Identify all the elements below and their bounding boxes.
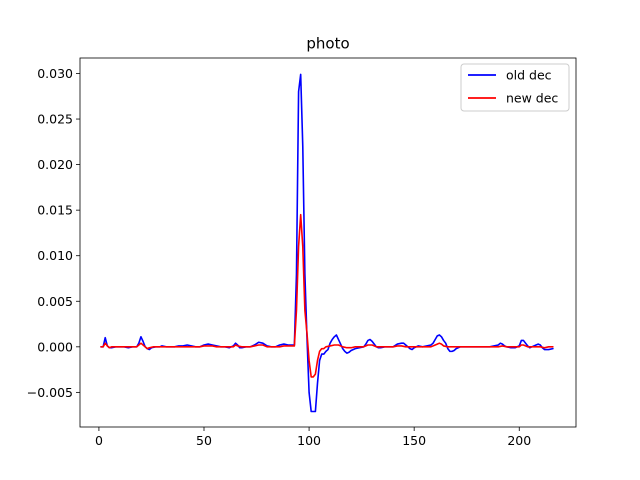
x-axis: 0 50 100 150 200 — [95, 427, 531, 448]
y-tick-label: 0.005 — [37, 294, 73, 309]
y-axis: −0.005 0.000 0.005 0.010 0.015 0.020 0.025 0.03… — [27, 66, 80, 400]
legend: old dec new dec — [460, 63, 570, 112]
y-tick-label: 0.030 — [37, 66, 73, 81]
series-line-new-dec — [100, 213, 554, 378]
x-tick-label: 100 — [297, 433, 321, 448]
plot-area — [80, 58, 576, 427]
legend-label-new-dec: new dec — [506, 91, 558, 106]
x-tick-label: 150 — [402, 433, 426, 448]
y-tick-label: 0.010 — [37, 248, 73, 263]
y-tick-label: 0.000 — [37, 339, 73, 354]
y-tick-label: 0.020 — [37, 157, 73, 172]
y-tick-label: 0.015 — [37, 203, 73, 218]
legend-label-old-dec: old dec — [506, 68, 552, 83]
y-tick-label: −0.005 — [27, 385, 73, 400]
series-layer — [100, 73, 554, 413]
plot-frame — [79, 57, 577, 428]
chart-title: photo — [306, 35, 349, 53]
x-tick-label: 200 — [507, 433, 531, 448]
y-tick-label: 0.025 — [37, 112, 73, 127]
x-tick-label: 0 — [95, 433, 103, 448]
x-tick-label: 50 — [196, 433, 212, 448]
